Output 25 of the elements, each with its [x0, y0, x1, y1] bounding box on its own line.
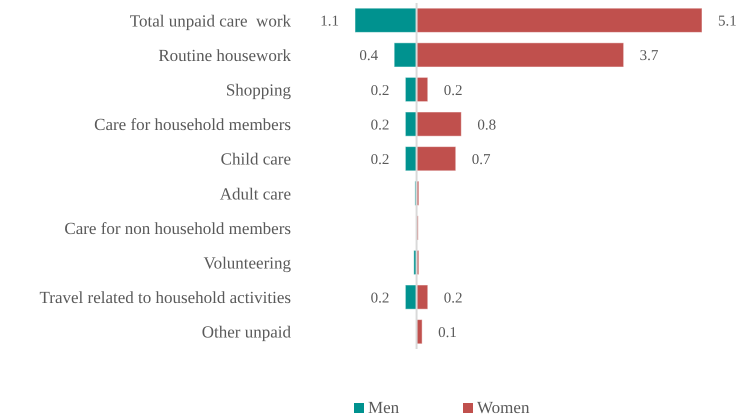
- annotation: 1.1: [320, 14, 339, 30]
- data-label: 0.1: [438, 324, 457, 341]
- y-tick-label: Adult care: [220, 184, 291, 204]
- y-tick-label: Travel related to household activities: [40, 288, 291, 308]
- y-tick-label: Volunteering: [203, 253, 292, 272]
- y-tick-label: Other unpaid: [202, 322, 292, 342]
- y-tick-label: Care for household members: [94, 115, 291, 134]
- data-label: 0.7: [472, 152, 491, 168]
- y-tick-label: Child care: [220, 150, 291, 169]
- annotation: 0.4: [359, 48, 379, 64]
- y-tick-label: Routine housework: [158, 46, 292, 65]
- legend-label: Women: [477, 398, 530, 417]
- annotation: 0.2: [370, 152, 390, 168]
- y-tick-label: Care for non household members: [64, 218, 291, 238]
- data-label: 0.2: [444, 82, 463, 99]
- legend-label: Men: [368, 398, 400, 417]
- annotation: 0.2: [370, 290, 390, 306]
- data-label: 3.7: [640, 48, 659, 64]
- annotation: 0.2: [370, 82, 390, 99]
- data-label: 5.1: [718, 14, 737, 30]
- annotation: 0.2: [370, 117, 390, 134]
- data-label: 0.2: [444, 290, 463, 306]
- y-tick-label: Shopping: [226, 80, 292, 100]
- y-tick-label: Total unpaid care work: [130, 11, 292, 30]
- data-label: 0.8: [477, 117, 496, 134]
